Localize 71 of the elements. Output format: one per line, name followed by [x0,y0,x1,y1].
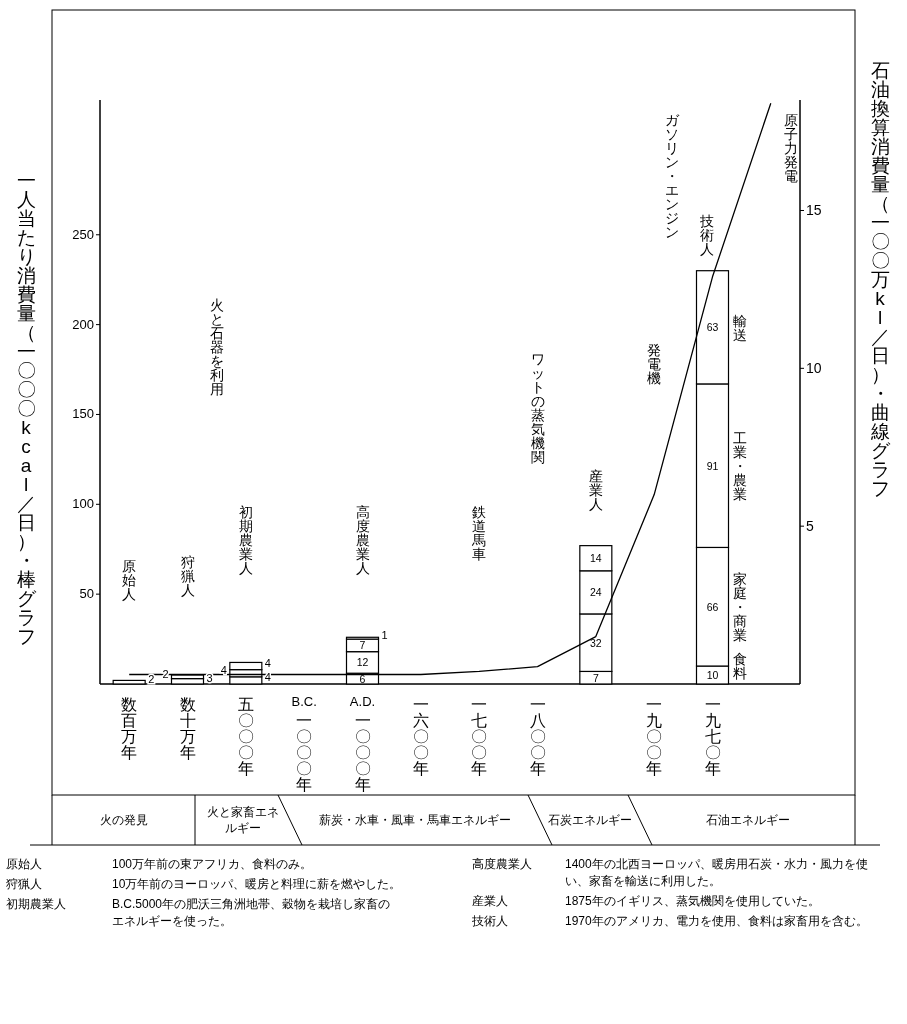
y-tick-label: 50 [79,586,94,602]
text: 1970年のアメリカ、電力を使用、食料は家畜用を含む。 [565,914,868,928]
series-label: 家庭・商業 [732,571,747,644]
x-tick-label: 一六〇〇年 [412,696,429,778]
y-tick-label: 100 [72,496,94,512]
text: 技術人 [471,914,508,928]
data-label: 4 [264,657,271,670]
annotation: 原始人 [122,557,137,602]
x-tick-label: 一七〇〇年 [471,696,488,778]
x-tick-label: 一九〇〇年 [646,696,663,778]
y2-tick-label: 15 [806,202,822,219]
y2-tick-label: 10 [806,360,822,377]
y2-tick-label: 5 [806,518,814,535]
x-tick-label: B.C. 一〇〇〇年 [291,694,317,794]
annotation: 狩猟人 [180,553,195,598]
data-label: 4 [264,671,271,684]
text: 産業人 [472,894,508,908]
text: 原始人 [6,857,42,871]
x-tick-label: 一八〇〇年 [529,696,546,778]
text: 一人当たり消費量（一〇〇〇kcal／日）・棒グラフ [16,169,36,647]
annotation: 技術人 [698,212,714,257]
x-tick-label: 数百万年 [121,696,138,762]
text: 1875年のイギリス、蒸気機関を使用していた。 [565,894,820,908]
text: ガソリン・エンジン [664,111,679,240]
text: 火の発見 [99,813,148,827]
annotation: 火と石器を利用 [209,297,224,397]
text: 薪炭・水車・風車・馬車エネルギー [319,813,511,827]
series-label: 輸送 [732,312,747,343]
data-label: 66 [706,600,719,613]
data-label: 4 [220,664,227,677]
y-tick-label: 250 [72,226,94,242]
text: 1400年の北西ヨーロッパ、暖房用石炭・水力・風力を使い、家畜を輸送に利用した。 [565,857,868,888]
data-label: 2 [148,673,155,686]
series-label: 工業・農業 [732,430,747,502]
data-label: 14 [589,552,602,565]
data-label: 63 [706,321,719,334]
text: 初期農業人 [6,897,66,911]
data-label: 24 [589,586,602,599]
data-label: 6 [359,672,366,685]
annotation: 原子力発電 [784,111,799,184]
y-tick-label: 150 [72,406,94,422]
text: 高度農業人 [472,857,532,871]
annotation: 高度農業人 [355,503,370,576]
series-label: 食料 [732,651,747,682]
data-label: 7 [359,639,366,652]
x-tick-label: 一九七〇年 [704,696,721,778]
data-label: 12 [356,656,369,669]
data-label: 2 [162,667,169,680]
data-label: 3 [206,672,213,685]
text: 石油換算消費量（一〇〇万kl／日）・曲線グラフ [870,59,890,499]
text: 10万年前のヨーロッパ、暖房と料理に薪を燃やした。 [112,877,402,891]
annotation: ワットの蒸気機関 [530,350,545,465]
data-label: 10 [706,669,719,682]
text: 火と家畜エネルギー [206,805,279,835]
text: 石炭エネルギー [548,813,632,827]
text: B.C.5000年の肥沃三角洲地帯、穀物を栽培し家畜のエネルギーを使った。 [112,897,391,928]
annotation: 産業人 [588,467,603,512]
annotation: 発電機 [647,341,662,386]
text: 狩猟人 [6,877,42,891]
x-tick-label: A.D. 一〇〇〇年 [349,694,376,794]
x-tick-label: 数十万年 [179,696,196,762]
data-label: 32 [589,636,602,649]
x-tick-label: 五〇〇〇年 [237,696,254,778]
annotation: 鉄道馬車 [471,503,487,562]
text: 100万年前の東アフリカ、食料のみ。 [112,857,313,871]
annotation: 初期農業人 [238,503,253,576]
y-tick-label: 200 [72,316,94,332]
text: 石油エネルギー [705,813,790,827]
data-label: 1 [381,629,388,642]
data-label: 7 [592,671,599,684]
data-label: 91 [706,459,719,472]
